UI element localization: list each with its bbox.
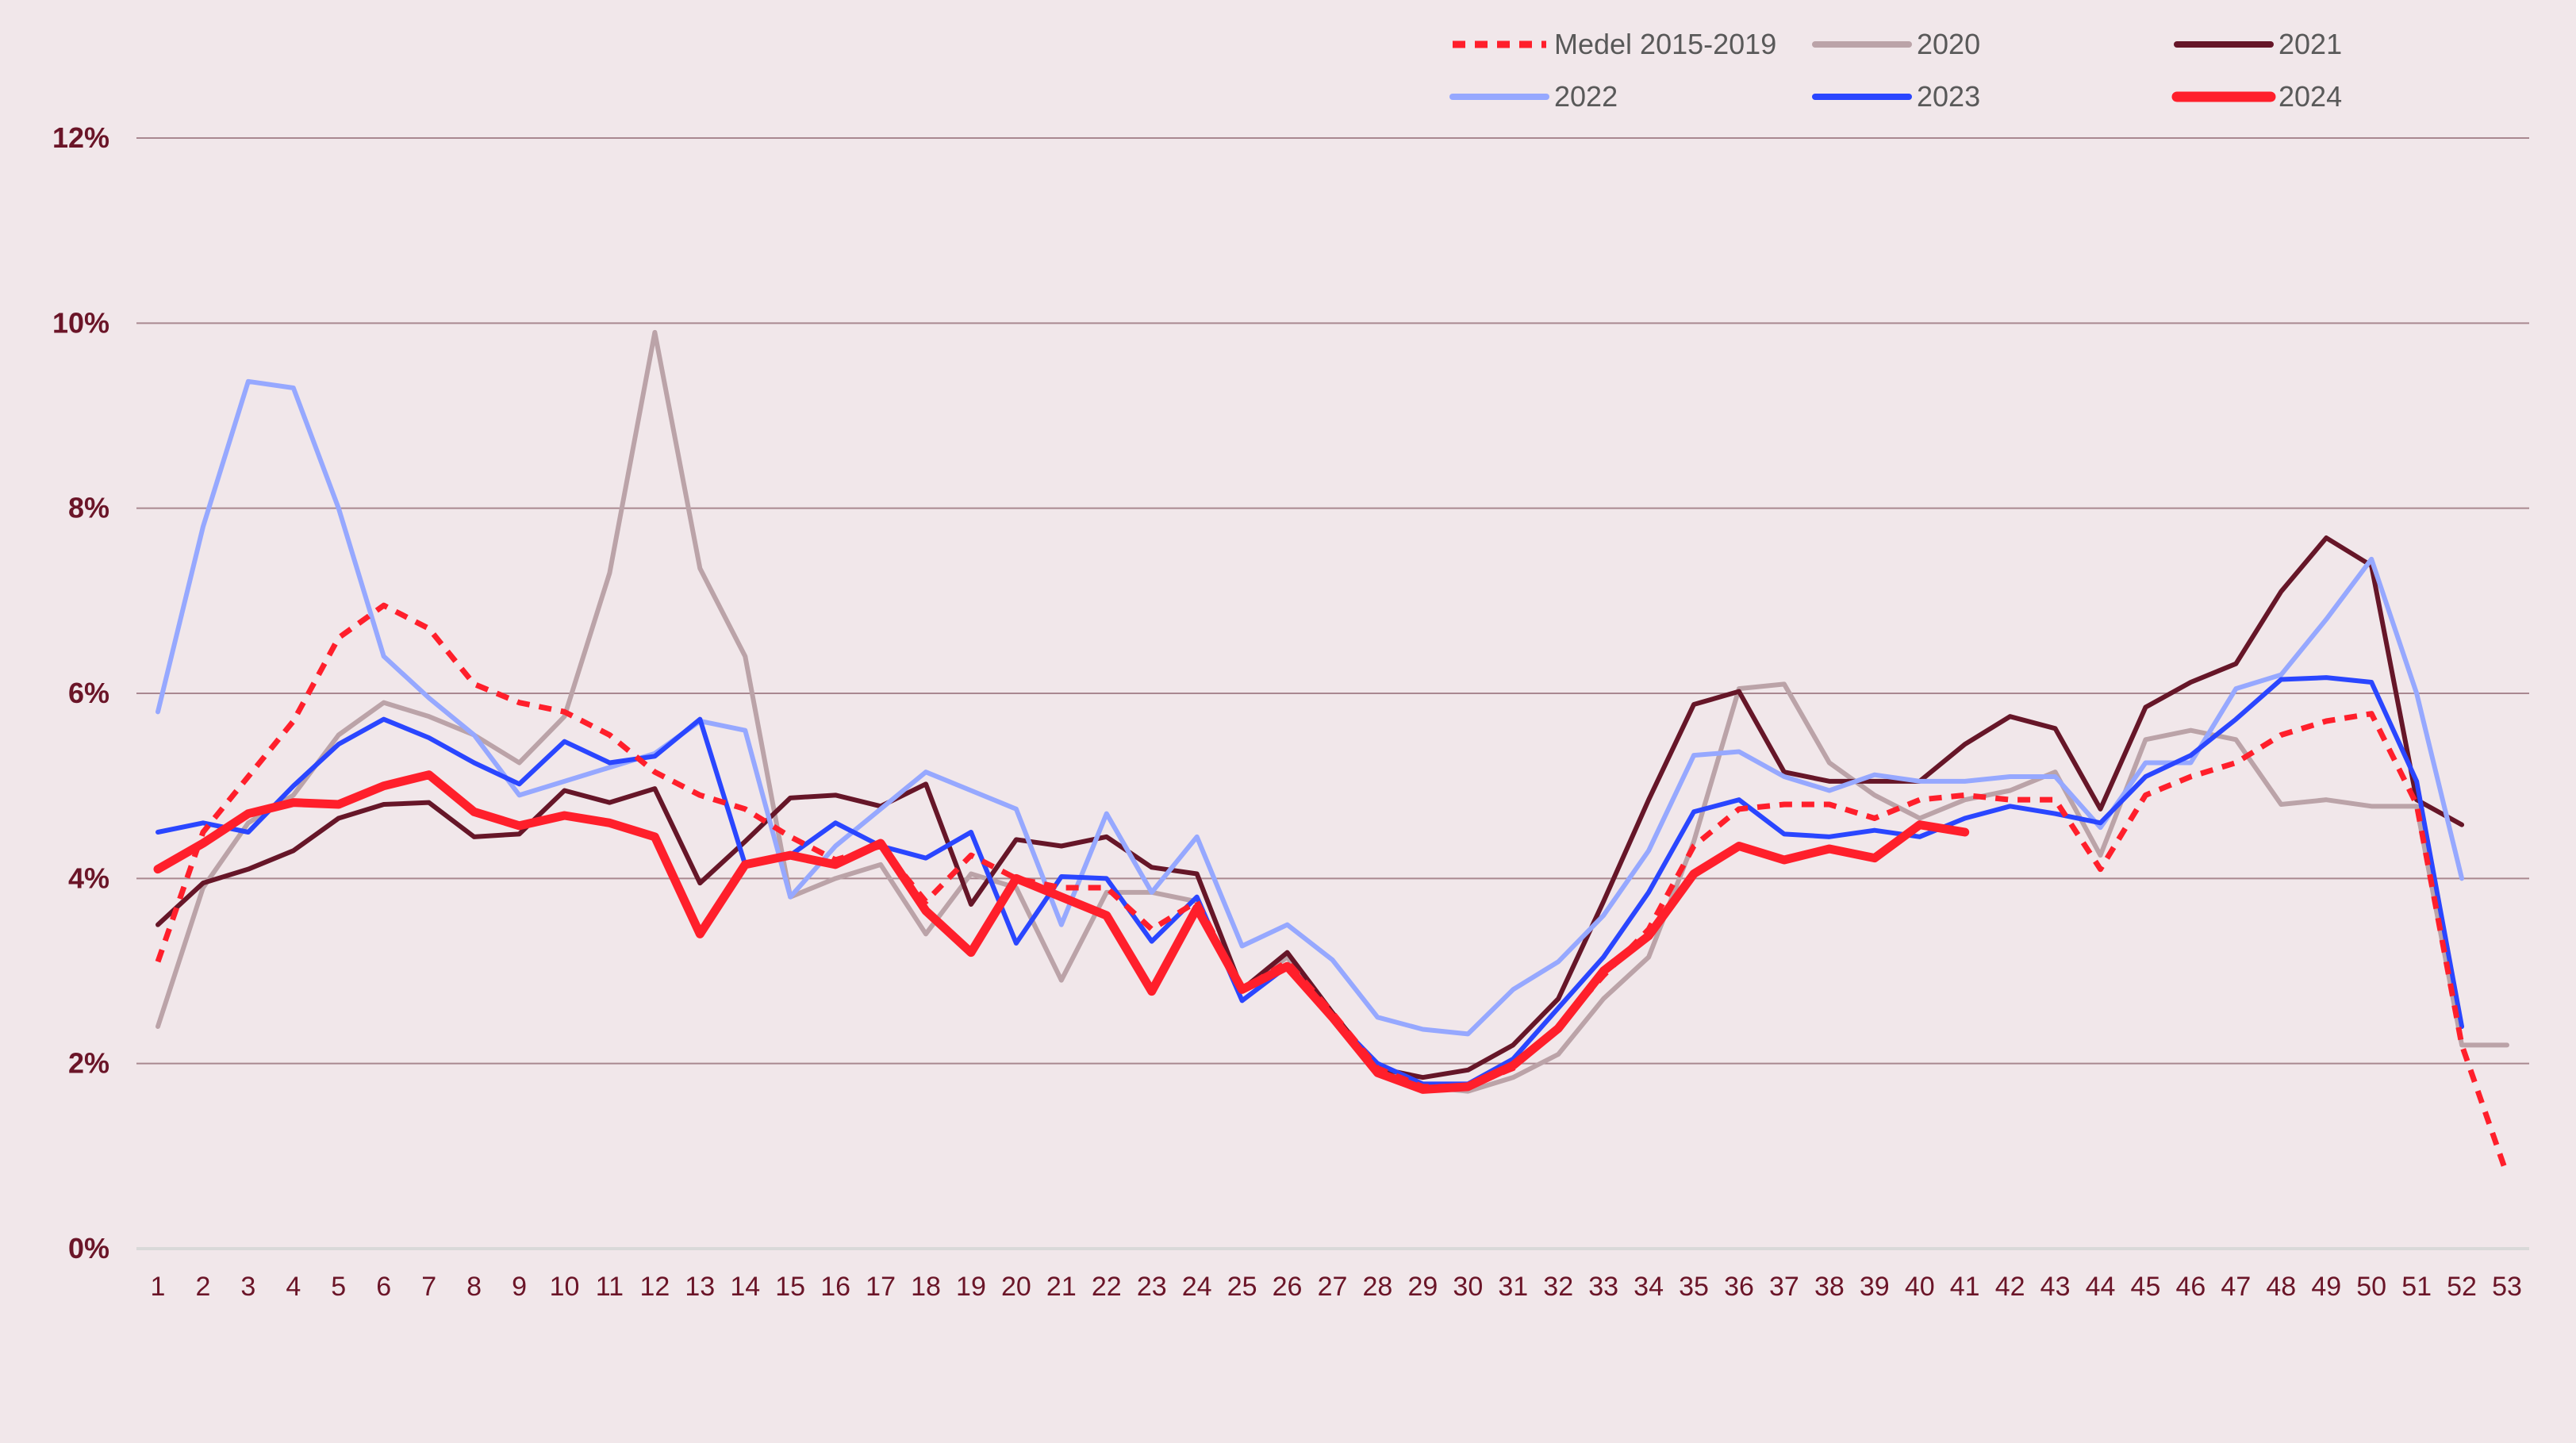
legend-label: 2022 [1554, 80, 1618, 113]
legend-label: 2024 [2278, 80, 2342, 113]
series-line-2024 [153, 770, 1970, 1094]
x-tick-label: 46 [2175, 1272, 2206, 1302]
legend-label: 2021 [2278, 28, 2342, 60]
legend-item: 2024 [2171, 80, 2342, 113]
x-tick-label: 11 [596, 1272, 624, 1302]
x-tick-label: 39 [1860, 1272, 1890, 1302]
x-tick-label: 28 [1363, 1272, 1393, 1302]
x-tick-label: 3 [240, 1272, 255, 1302]
x-tick-label: 30 [1453, 1272, 1483, 1302]
series-line-2020 [155, 330, 2509, 1094]
x-tick-label: 5 [331, 1272, 346, 1302]
x-tick-label: 42 [1995, 1272, 2025, 1302]
x-tick-label: 43 [2040, 1272, 2071, 1302]
x-tick-label: 14 [730, 1272, 760, 1302]
series-line-medel-2015-2019 [155, 602, 2510, 1176]
y-tick-label: 0% [68, 1232, 109, 1265]
x-tick-label: 50 [2356, 1272, 2386, 1302]
x-tick-label: 45 [2131, 1272, 2161, 1302]
x-tick-label: 1 [151, 1272, 166, 1302]
x-tick-label: 18 [911, 1272, 941, 1302]
series-line-2023 [155, 675, 2465, 1087]
y-tick-label: 2% [68, 1047, 109, 1080]
legend-item: 2023 [1812, 80, 1980, 113]
x-tick-label: 19 [956, 1272, 986, 1302]
x-tick-label: 38 [1814, 1272, 1845, 1302]
x-tick-label: 15 [775, 1272, 805, 1302]
x-tick-label: 17 [866, 1272, 896, 1302]
y-axis: 0% 2% 4% 6% 8% 10% 12% [52, 121, 109, 1265]
legend: Medel 2015-2019 2020 2021 2022 2023 2024 [1449, 28, 2342, 113]
x-tick-label: 27 [1318, 1272, 1348, 1302]
y-tick-label: 8% [68, 492, 109, 524]
x-tick-label: 23 [1137, 1272, 1167, 1302]
x-tick-label: 32 [1543, 1272, 1573, 1302]
x-axis: 1 2 3 4 5 6 7 8 9 10 11 12 13 14 15 16 17 18 19 20 21 22 23 24 2… [151, 1272, 2522, 1302]
x-tick-label: 21 [1046, 1272, 1077, 1302]
x-tick-label: 48 [2266, 1272, 2296, 1302]
x-tick-label: 22 [1092, 1272, 1122, 1302]
x-tick-label: 51 [2401, 1272, 2432, 1302]
y-tick-label: 12% [52, 121, 109, 154]
x-tick-label: 2 [195, 1272, 210, 1302]
series-line-2022 [155, 378, 2465, 1037]
x-tick-label: 47 [2221, 1272, 2251, 1302]
x-tick-label: 7 [421, 1272, 436, 1302]
x-tick-label: 20 [1001, 1272, 1031, 1302]
x-tick-label: 24 [1182, 1272, 1212, 1302]
x-tick-label: 37 [1769, 1272, 1799, 1302]
x-tick-label: 31 [1498, 1272, 1528, 1302]
gridlines [136, 137, 2529, 1250]
y-tick-label: 10% [52, 306, 109, 339]
x-tick-label: 53 [2492, 1272, 2522, 1302]
x-tick-label: 16 [820, 1272, 850, 1302]
x-tick-label: 52 [2447, 1272, 2477, 1302]
x-tick-label: 8 [466, 1272, 482, 1302]
legend-item: 2020 [1812, 28, 1980, 60]
x-tick-label: 49 [2311, 1272, 2341, 1302]
x-tick-label: 10 [550, 1272, 580, 1302]
series-line-2021 [155, 535, 2465, 1080]
y-tick-label: 6% [68, 677, 109, 709]
legend-label: Medel 2015-2019 [1554, 28, 1776, 60]
x-tick-label: 4 [286, 1272, 301, 1302]
x-tick-label: 35 [1679, 1272, 1709, 1302]
x-tick-label: 26 [1273, 1272, 1303, 1302]
x-tick-label: 33 [1588, 1272, 1618, 1302]
x-tick-label: 13 [685, 1272, 715, 1302]
x-tick-label: 12 [639, 1272, 670, 1302]
x-tick-label: 44 [2086, 1272, 2116, 1302]
y-tick-label: 4% [68, 862, 109, 894]
x-tick-label: 41 [1950, 1272, 1980, 1302]
legend-label: 2020 [1917, 28, 1980, 60]
x-tick-label: 25 [1227, 1272, 1257, 1302]
x-tick-label: 34 [1634, 1272, 1664, 1302]
series-lines [153, 330, 2510, 1176]
x-tick-label: 36 [1724, 1272, 1754, 1302]
legend-item: 2022 [1449, 80, 1618, 113]
x-tick-label: 29 [1407, 1272, 1438, 1302]
x-tick-label: 6 [376, 1272, 391, 1302]
x-tick-label: 9 [512, 1272, 527, 1302]
legend-item: 2021 [2174, 28, 2342, 60]
x-tick-label: 40 [1905, 1272, 1935, 1302]
legend-item: Medel 2015-2019 [1453, 28, 1776, 60]
legend-label: 2023 [1917, 80, 1980, 113]
